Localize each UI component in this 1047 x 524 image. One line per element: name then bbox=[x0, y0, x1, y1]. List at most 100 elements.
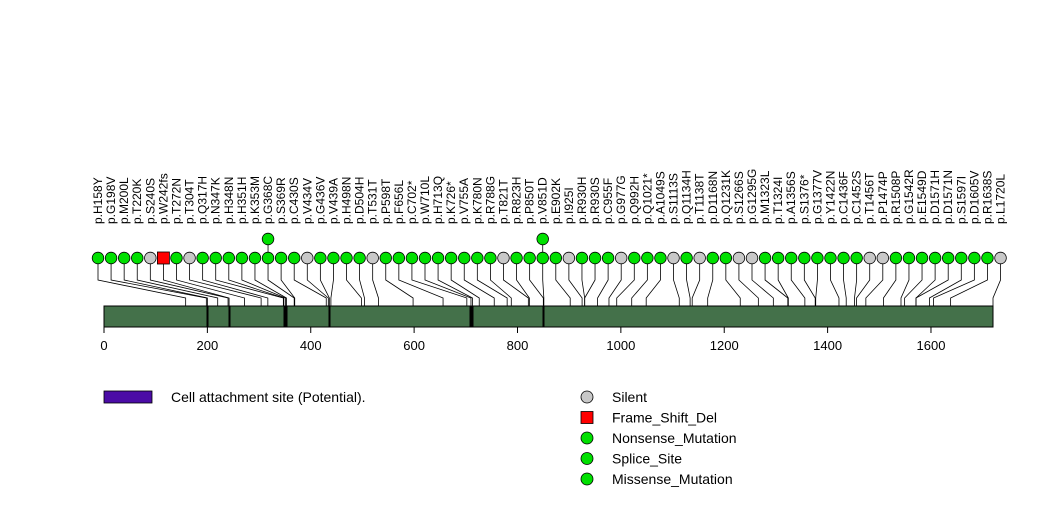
leader-line bbox=[489, 258, 512, 306]
x-tick-label: 0 bbox=[100, 338, 107, 353]
mutation-marker bbox=[706, 251, 719, 265]
mutation-label: p.M200L bbox=[117, 177, 131, 224]
mutation-marker bbox=[131, 251, 144, 265]
leader-line bbox=[830, 258, 840, 306]
leader-line bbox=[673, 258, 680, 306]
leader-line bbox=[149, 258, 229, 306]
mutation-label: p.H348N bbox=[222, 177, 236, 224]
mutation-label: p.V755A bbox=[457, 178, 471, 224]
mutation-marker bbox=[353, 251, 366, 265]
mutation-label: p.H351H bbox=[235, 177, 249, 224]
leader-line bbox=[915, 258, 936, 306]
mutation-label: p.H158Y bbox=[91, 177, 105, 224]
leader-line bbox=[359, 258, 365, 306]
mutation-marker bbox=[732, 251, 746, 265]
mutation-label: p.V434V bbox=[300, 178, 314, 224]
mutation-marker bbox=[601, 251, 615, 265]
leader-line bbox=[202, 258, 269, 306]
mutation-labels: p.H158Y p.G198V p.M200L p.T220K p.S240S p.W24… bbox=[91, 169, 1008, 224]
leader-line bbox=[503, 258, 529, 306]
mutation-label: p.P598T bbox=[379, 178, 393, 224]
leader-line bbox=[597, 258, 609, 306]
legend-domain-label: Cell attachment site (Potential). bbox=[171, 389, 366, 405]
mutation-marker bbox=[314, 251, 327, 265]
leader-line bbox=[691, 258, 701, 306]
mutation-marker bbox=[745, 251, 759, 265]
mutation-label: p.T272N bbox=[169, 178, 183, 224]
mutation-marker bbox=[588, 251, 602, 265]
mutation-label: p.T821T bbox=[496, 179, 510, 224]
leader-line bbox=[883, 258, 897, 306]
mutation-label: p.V439A bbox=[326, 178, 340, 224]
mutation-label: p.G368C bbox=[261, 176, 275, 224]
mutation-marker bbox=[536, 232, 549, 246]
mutation-label: p.Q1134H bbox=[680, 170, 694, 224]
protein-backbone bbox=[103, 305, 994, 328]
leader-line bbox=[915, 258, 949, 306]
leader-line bbox=[330, 258, 334, 306]
mutation-label: p.F656L bbox=[392, 180, 406, 224]
mutation-label: p.C955F bbox=[601, 178, 615, 224]
mutation-marker bbox=[183, 251, 196, 265]
mutation-label: p.M1323L bbox=[758, 170, 772, 224]
x-tick-label: 600 bbox=[403, 338, 425, 353]
mutation-marker bbox=[261, 232, 275, 246]
mutation-label: p.H498N bbox=[340, 177, 354, 224]
mutation-label: p.K353M bbox=[248, 176, 262, 224]
leader-line bbox=[790, 258, 806, 306]
leader-lines bbox=[97, 239, 1001, 306]
leader-line bbox=[162, 258, 230, 306]
leader-line bbox=[904, 258, 923, 306]
mutation-label: p.L1720L bbox=[994, 174, 1008, 224]
mutation-label: p.T220K bbox=[130, 179, 144, 224]
leader-line bbox=[568, 258, 583, 306]
mutation-marker bbox=[798, 251, 811, 265]
mutation-marker bbox=[928, 251, 942, 265]
mutation-marker bbox=[366, 251, 379, 265]
mutation-marker bbox=[327, 251, 340, 265]
leader-line bbox=[900, 258, 910, 306]
mutation-label: p.Q992H bbox=[627, 176, 641, 224]
leader-line bbox=[254, 258, 287, 306]
leader-line bbox=[346, 258, 362, 306]
leader-line bbox=[645, 258, 661, 306]
leader-line bbox=[803, 258, 816, 306]
legend-label: Nonsense_Mutation bbox=[612, 430, 737, 446]
x-tick-label: 800 bbox=[507, 338, 529, 353]
mutation-marker bbox=[850, 251, 863, 265]
mutation-marker bbox=[510, 251, 523, 265]
leader-line bbox=[815, 258, 818, 306]
mutation-label: p.A1049S bbox=[653, 171, 667, 224]
leader-line bbox=[555, 258, 571, 306]
mutation-markers bbox=[91, 232, 1007, 265]
mutation-marker bbox=[144, 251, 157, 265]
mutation-marker bbox=[942, 251, 955, 265]
mutation-label: p.T1138T bbox=[693, 173, 707, 224]
leader-line bbox=[215, 258, 284, 306]
mutation-marker bbox=[340, 251, 353, 265]
mutation-marker bbox=[968, 251, 981, 265]
mutation-marker bbox=[758, 251, 772, 265]
mutation-marker bbox=[235, 251, 249, 265]
leader-line bbox=[319, 258, 330, 306]
mutation-label: p.I925I bbox=[562, 187, 576, 224]
x-tick-label: 1000 bbox=[606, 338, 635, 353]
mutation-marker bbox=[248, 251, 262, 265]
leader-line bbox=[751, 258, 774, 306]
mutation-marker bbox=[523, 251, 536, 265]
legend-swatch bbox=[580, 472, 594, 486]
leader-line bbox=[929, 258, 962, 306]
mutation-label: p.G436V bbox=[313, 177, 327, 224]
mutation-marker bbox=[575, 251, 589, 265]
mutation-marker bbox=[771, 251, 785, 265]
leader-line bbox=[516, 258, 530, 306]
mutation-label: p.P1474P bbox=[876, 171, 890, 224]
mutation-marker bbox=[261, 251, 275, 265]
mutation-marker bbox=[444, 251, 458, 265]
legend-label: Missense_Mutation bbox=[612, 471, 733, 487]
mutation-label: p.R1508P bbox=[889, 171, 903, 224]
mutation-label: p.S369R bbox=[274, 177, 288, 224]
legend-swatch bbox=[580, 452, 594, 465]
mutation-marker bbox=[902, 251, 916, 265]
leader-line bbox=[267, 258, 295, 306]
